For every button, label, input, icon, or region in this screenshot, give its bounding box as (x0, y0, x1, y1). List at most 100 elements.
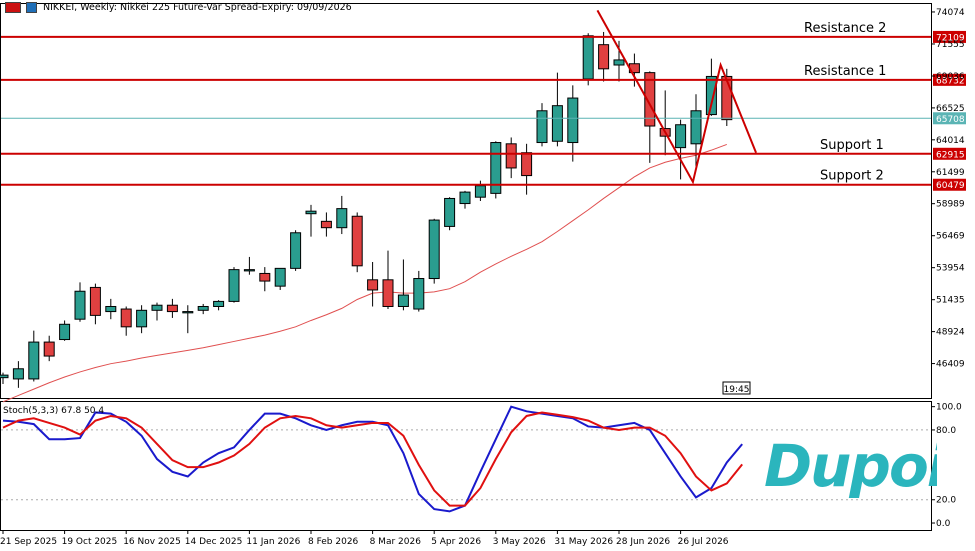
candle[interactable] (397, 259, 409, 311)
candle[interactable] (459, 190, 471, 209)
level-name: Support 1 (820, 138, 884, 153)
candle[interactable] (274, 267, 286, 290)
candle-body (521, 152, 533, 177)
level-badge (933, 73, 966, 86)
candle-body (74, 290, 86, 320)
candle[interactable] (120, 306, 132, 336)
price-tick-label: 48924 (936, 328, 965, 338)
candle[interactable] (521, 143, 533, 195)
candle-body (721, 75, 733, 121)
candle[interactable] (28, 330, 40, 382)
stoch-main-line (2, 405, 743, 513)
candle-body (12, 368, 24, 380)
time-tick-label: 11 Jan 2026 (246, 537, 300, 547)
candle[interactable] (413, 270, 425, 312)
time-tick-label: 8 Mar 2026 (370, 537, 422, 547)
candle[interactable] (659, 90, 671, 156)
main-panel-frame (0, 3, 932, 399)
candle-body (151, 304, 163, 311)
candle[interactable] (505, 137, 517, 179)
time-tick-label: 3 May 2026 (493, 537, 546, 547)
candle-body (43, 341, 55, 357)
candle[interactable] (582, 33, 594, 86)
candle-body (675, 124, 687, 149)
candle[interactable] (59, 320, 71, 341)
candle[interactable] (151, 302, 163, 321)
candle-body (397, 294, 409, 307)
candle[interactable] (551, 72, 563, 147)
candle-body (413, 278, 425, 310)
candle[interactable] (474, 180, 486, 201)
chart-header: NIKKEI, Weekly: Nikkei 225 Future-Var Sp… (0, 0, 352, 14)
candle[interactable] (428, 218, 440, 284)
candle[interactable] (536, 103, 548, 147)
level-name: Resistance 1 (804, 64, 886, 79)
chart-title: NIKKEI, Weekly: Nikkei 225 Future-Var Sp… (43, 1, 352, 13)
candle[interactable] (243, 256, 255, 275)
current-price-label: 65708 (936, 115, 965, 125)
price-tick-label: 56469 (936, 232, 965, 242)
candle[interactable] (336, 195, 348, 235)
candle[interactable] (567, 85, 579, 162)
candle[interactable] (259, 267, 271, 292)
candle[interactable] (490, 141, 502, 199)
candle-body (305, 210, 317, 215)
candle[interactable] (213, 300, 225, 311)
stoch-tick-label: 80.0 (936, 426, 956, 436)
stoch-title: Stoch(5,3,3) 67.8 50.4 (3, 406, 104, 416)
candle[interactable] (351, 212, 363, 273)
level-value: 60479 (936, 181, 965, 191)
candle[interactable] (320, 212, 332, 237)
candle[interactable] (166, 298, 178, 318)
candle[interactable] (12, 361, 24, 388)
candle[interactable] (43, 335, 55, 362)
level-value: 68732 (936, 76, 965, 86)
candle[interactable] (0, 372, 9, 385)
time-tick-label: 5 Apr 2026 (431, 537, 481, 547)
stoch-signal-line (2, 411, 743, 507)
candle-body (367, 279, 379, 291)
price-tick-label: 64014 (936, 136, 965, 146)
candle[interactable] (444, 197, 456, 231)
candle[interactable] (644, 71, 656, 163)
candle-body (0, 374, 9, 379)
candle[interactable] (197, 303, 209, 315)
candlestick-series (0, 31, 733, 388)
candle[interactable] (598, 31, 610, 82)
candle-body (120, 308, 132, 328)
time-tick-label: 28 Jun 2026 (616, 537, 670, 547)
candle-body (243, 269, 255, 272)
candle[interactable] (290, 230, 302, 271)
time-badge-text: 19:45 (724, 385, 750, 395)
candle-body (197, 305, 209, 311)
support-resistance-levels: 65708 Resistance 2 72109 Resistance 1 68732 S… (1, 21, 966, 191)
time-tick-label: 21 Sep 2025 (0, 537, 57, 547)
candle[interactable] (675, 119, 687, 180)
stoch-tick-label: 100.0 (936, 403, 962, 413)
candle[interactable] (721, 68, 733, 127)
price-tick-label: 53954 (936, 264, 965, 274)
dupoin-logo: Dupoin (764, 432, 937, 500)
candle-body (213, 300, 225, 307)
candle[interactable] (136, 305, 148, 334)
candle[interactable] (613, 40, 625, 82)
candle[interactable] (182, 305, 194, 334)
candle[interactable] (89, 283, 101, 325)
level-value: 72109 (936, 33, 965, 43)
candle-body (613, 59, 625, 66)
candle[interactable] (74, 282, 86, 322)
candle[interactable] (305, 204, 317, 237)
price-tick-label: 46409 (936, 360, 965, 370)
moving-average (2, 143, 727, 403)
candle[interactable] (105, 298, 117, 320)
candle[interactable] (382, 250, 394, 310)
time-badge: 19:45 (722, 381, 751, 395)
candle[interactable] (367, 262, 379, 307)
stoch-tick-label: 20.0 (936, 496, 956, 506)
candle-body (644, 72, 656, 127)
candle-body (598, 44, 610, 70)
candle-body (505, 143, 517, 169)
candle-body (320, 220, 332, 229)
candle[interactable] (228, 267, 240, 303)
